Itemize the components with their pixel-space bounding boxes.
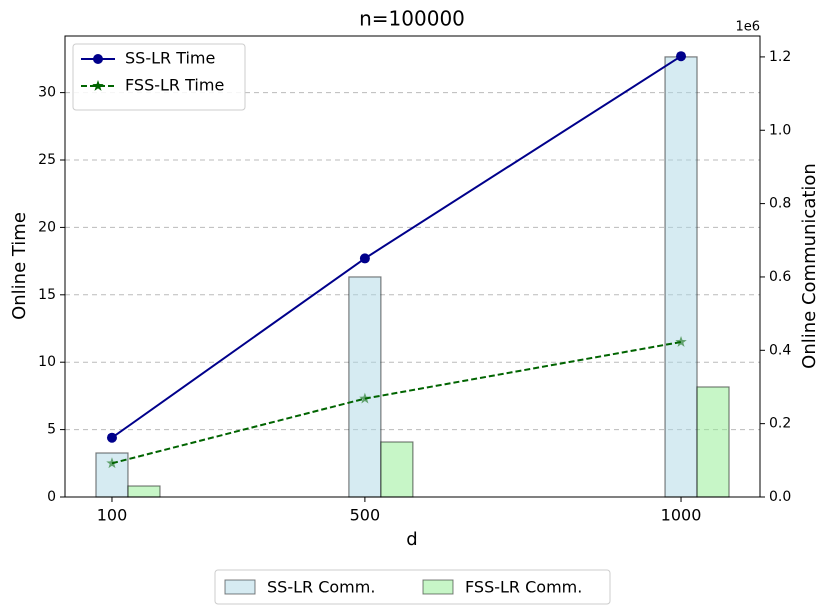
y2-tick-label: 0.0 xyxy=(769,489,791,505)
legend-marker xyxy=(93,54,103,64)
marker xyxy=(106,457,118,469)
y2-tick-label: 0.6 xyxy=(769,269,791,285)
bar xyxy=(348,276,382,498)
bar xyxy=(380,441,414,498)
y2-offset-label: 1e6 xyxy=(735,20,760,35)
marker xyxy=(359,253,370,264)
marker xyxy=(359,392,371,404)
y-tick-label: 5 xyxy=(47,422,56,438)
y-tick-label: 25 xyxy=(38,152,56,168)
x-tick-label: 100 xyxy=(97,506,128,525)
y2-axis-label: Online Communication xyxy=(799,163,820,369)
plot-frame xyxy=(64,35,761,498)
y2-tick-label: 1.2 xyxy=(769,49,791,65)
legend-swatch xyxy=(422,579,454,595)
legend-label: SS-LR Comm. xyxy=(267,578,375,597)
legend-label: FSS-LR Time xyxy=(125,76,224,95)
bar xyxy=(127,485,161,498)
y-tick-label: 30 xyxy=(38,85,56,101)
x-tick-label: 1000 xyxy=(661,506,702,525)
y2-tick-label: 1.0 xyxy=(769,122,791,138)
legend-marker xyxy=(92,80,104,91)
bar xyxy=(696,386,730,498)
marker xyxy=(106,432,117,443)
y-axis-label: Online Time xyxy=(9,212,30,320)
marker xyxy=(676,51,687,62)
legend-label: FSS-LR Comm. xyxy=(465,578,582,597)
y-tick-label: 15 xyxy=(38,287,56,303)
marker xyxy=(675,335,687,347)
x-tick-label: 500 xyxy=(350,506,381,525)
line xyxy=(111,55,682,439)
y-tick-label: 10 xyxy=(38,354,56,370)
legend-box xyxy=(72,43,246,111)
y2-tick-label: 0.2 xyxy=(769,416,791,432)
x-axis-label: d xyxy=(406,529,417,550)
bar-legend-box xyxy=(214,569,611,605)
bar xyxy=(664,56,698,498)
y2-tick-label: 0.4 xyxy=(769,342,791,358)
y-tick-label: 20 xyxy=(38,219,56,235)
y2-tick-label: 0.8 xyxy=(769,196,791,212)
legend-swatch xyxy=(224,579,256,595)
legend-label: SS-LR Time xyxy=(125,49,215,68)
y-tick-label: 0 xyxy=(47,489,56,505)
chart-title: n=100000 xyxy=(359,7,465,31)
